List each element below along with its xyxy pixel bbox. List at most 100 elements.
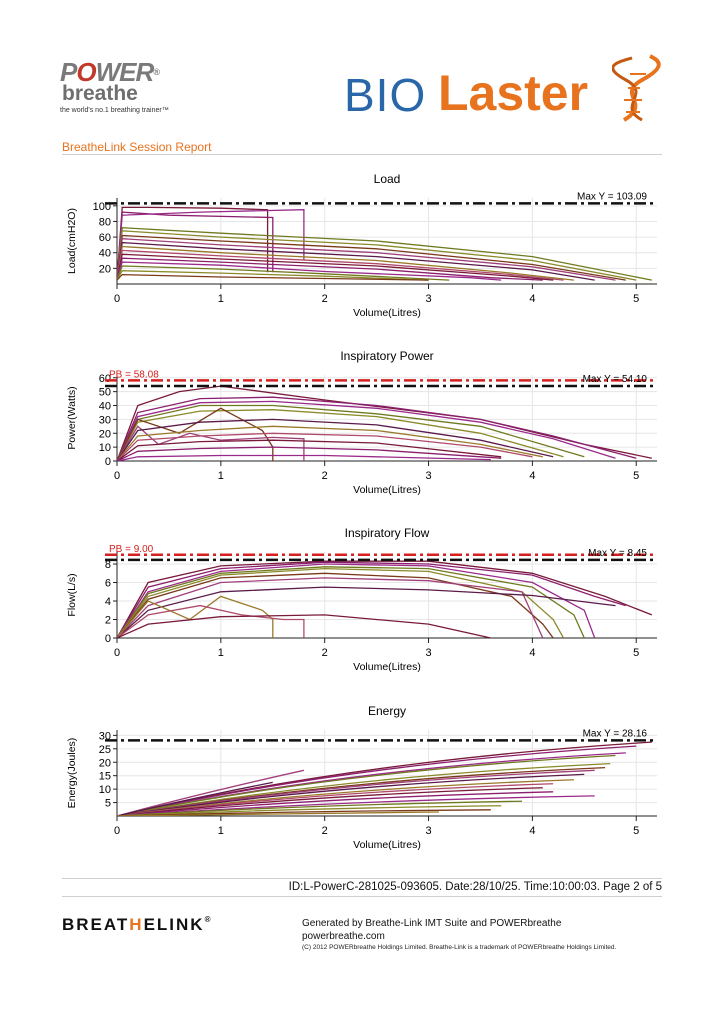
x-tick-label: 3 xyxy=(425,470,431,482)
header-divider xyxy=(62,154,662,155)
website-text: powerbreathe.com xyxy=(302,931,385,942)
load-chart: Load 0 1 2 3 4 5 20 40 60 80 100 Volume(Litres) Load(… xyxy=(55,168,675,338)
series-group xyxy=(117,560,653,638)
footer-divider xyxy=(62,878,662,879)
series-line xyxy=(117,800,523,816)
series-line xyxy=(117,209,305,281)
series-line xyxy=(117,586,616,638)
chart-title: Energy xyxy=(368,704,406,718)
dna-helix-icon xyxy=(612,54,661,122)
y-axis-label: Power(Watts) xyxy=(66,386,78,449)
series-line xyxy=(117,561,626,638)
max-label: Max Y = 54.10 xyxy=(583,374,648,385)
chart-title: Inspiratory Flow xyxy=(345,526,430,540)
series-line xyxy=(117,781,273,816)
series-line xyxy=(117,595,274,638)
y-tick-label: 60 xyxy=(99,232,111,244)
series-group xyxy=(117,385,652,461)
x-axis-label: Volume(Litres) xyxy=(353,307,421,319)
max-label: Max Y = 8.45 xyxy=(588,548,647,559)
series-line xyxy=(117,385,652,461)
x-tick-label: 3 xyxy=(425,293,431,305)
y-tick-label: 20 xyxy=(99,757,111,769)
series-line xyxy=(117,425,543,461)
report-title: BreatheLink Session Report xyxy=(62,140,212,154)
y-tick-label: 20 xyxy=(99,263,111,275)
max-label: Max Y = 28.16 xyxy=(583,728,648,739)
x-tick-label: 4 xyxy=(529,470,535,482)
x-tick-label: 1 xyxy=(218,470,224,482)
x-tick-label: 5 xyxy=(633,825,639,837)
pb-label: PB = 58.08 xyxy=(109,369,159,380)
series-line xyxy=(117,439,502,461)
chart-title: Load xyxy=(374,172,401,186)
breathelink-logo: BREATHELINK® xyxy=(62,915,213,934)
y-tick-label: 10 xyxy=(99,442,111,454)
x-tick-label: 1 xyxy=(218,825,224,837)
y-tick-label: 80 xyxy=(99,216,111,228)
y-axis-label: Energy(Joules) xyxy=(66,738,78,809)
series-line xyxy=(117,446,502,461)
x-tick-label: 0 xyxy=(114,647,120,659)
powerbreathe-logo: POWER® breathe the world's no.1 breathin… xyxy=(60,57,169,114)
series-line xyxy=(117,745,637,816)
series-line xyxy=(117,418,554,461)
y-tick-label: 5 xyxy=(105,798,111,810)
series-line xyxy=(117,805,502,816)
series-line xyxy=(117,454,491,461)
y-axis-label: Load(cmH2O) xyxy=(66,208,78,274)
x-axis-label: Volume(Litres) xyxy=(353,661,421,673)
copyright-text: (C) 2012 POWERbreathe Holdings Limited. … xyxy=(302,944,617,951)
flow-chart-svg: Inspiratory Flow 0 1 2 3 4 5 0 2 4 6 8 Volume(Litres… xyxy=(66,526,657,673)
x-tick-label: 2 xyxy=(322,825,328,837)
series-line xyxy=(117,257,543,281)
y-tick-label: 30 xyxy=(99,414,111,426)
series-line xyxy=(117,270,429,281)
series-line xyxy=(117,566,585,638)
series-line xyxy=(117,787,543,816)
series-line xyxy=(117,409,564,461)
x-axis-label: Volume(Litres) xyxy=(353,839,421,851)
max-label: Max Y = 103.09 xyxy=(577,191,647,202)
generated-by-text: Generated by Breathe-Link IMT Suite and … xyxy=(302,918,562,929)
x-tick-label: 0 xyxy=(114,293,120,305)
series-line xyxy=(117,253,554,281)
power-chart: Inspiratory Power 0 1 2 3 4 5 0 10 20 30 40 50 60 Volu… xyxy=(55,345,675,515)
chart-title: Inspiratory Power xyxy=(340,349,433,363)
x-tick-label: 0 xyxy=(114,825,120,837)
series-line xyxy=(117,811,439,816)
y-tick-label: 2 xyxy=(105,615,111,627)
series-line xyxy=(117,396,637,461)
y-tick-label: 10 xyxy=(99,784,111,796)
series-group xyxy=(117,206,652,281)
series-line xyxy=(117,425,305,461)
x-tick-label: 0 xyxy=(114,470,120,482)
x-tick-label: 4 xyxy=(529,647,535,659)
energy-chart: Energy 0 1 2 3 4 5 5 10 15 20 25 30 Volume(Litres) Ene… xyxy=(55,700,675,870)
y-tick-label: 6 xyxy=(105,578,111,590)
y-tick-label: 0 xyxy=(105,456,111,468)
y-tick-label: 20 xyxy=(99,428,111,440)
series-line xyxy=(117,432,533,461)
series-line xyxy=(117,572,554,638)
y-tick-label: 60 xyxy=(99,373,111,385)
y-tick-label: 0 xyxy=(105,633,111,645)
x-tick-label: 3 xyxy=(425,647,431,659)
y-tick-label: 40 xyxy=(99,401,111,413)
x-tick-label: 2 xyxy=(322,470,328,482)
series-line xyxy=(117,762,611,816)
series-line xyxy=(117,400,616,461)
x-tick-label: 2 xyxy=(322,647,328,659)
y-tick-label: 15 xyxy=(99,771,111,783)
series-line xyxy=(117,791,554,816)
x-tick-label: 5 xyxy=(633,647,639,659)
biolaster-logo: BIO Laster xyxy=(340,54,670,130)
x-tick-label: 1 xyxy=(218,647,224,659)
series-group xyxy=(117,741,652,816)
x-tick-label: 1 xyxy=(218,293,224,305)
series-line xyxy=(117,567,565,638)
generated-by-block: Generated by Breathe-Link IMT Suite and … xyxy=(302,918,616,953)
